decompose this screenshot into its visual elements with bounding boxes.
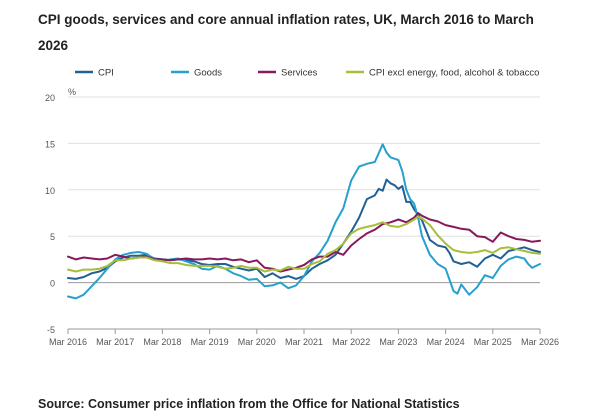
y-tick-label: 15 (45, 139, 55, 149)
source-note: Source: Consumer price inflation from th… (38, 397, 460, 411)
x-tick-label: Mar 2016 (49, 337, 87, 347)
y-tick-label: 0 (50, 279, 55, 289)
legend-label: Services (281, 68, 318, 79)
x-tick-label: Mar 2024 (427, 337, 465, 347)
y-tick-label: 10 (45, 186, 55, 196)
x-tick-label: Mar 2020 (238, 337, 276, 347)
y-tick-label: 20 (45, 93, 55, 103)
legend-label: Goods (194, 68, 222, 79)
chart-legend: CPI Goods Services CPI excl energy, food, a… (75, 68, 539, 79)
legend-label: CPI excl energy, food, alcohol & tobacco (369, 68, 539, 79)
y-tick-label: -5 (47, 325, 55, 335)
x-tick-label: Mar 2021 (285, 337, 323, 347)
y-tick-label: 5 (50, 232, 55, 242)
x-tick-label: Mar 2026 (521, 337, 559, 347)
chart-gridlines (68, 96, 540, 330)
series-line-goods (67, 143, 541, 300)
chart-series (67, 143, 541, 300)
x-tick-label: Mar 2023 (379, 337, 417, 347)
legend-label: CPI (98, 68, 114, 79)
y-axis-unit-label: % (68, 87, 76, 97)
series-line-cpi-excl-energy-food-alcohol-tobacco (67, 215, 541, 273)
y-axis-ticks: -5 0 5 10 15 20 (45, 93, 55, 335)
x-axis: Mar 2016 Mar 2017 Mar 2018 Mar 2019 Mar 2020… (49, 328, 559, 347)
chart-title: CPI goods, services and core annual infl… (38, 12, 534, 53)
x-tick-label: Mar 2022 (332, 337, 370, 347)
x-tick-label: Mar 2025 (474, 337, 512, 347)
x-tick-label: Mar 2019 (191, 337, 229, 347)
x-tick-label: Mar 2018 (143, 337, 181, 347)
x-tick-label: Mar 2017 (96, 337, 134, 347)
